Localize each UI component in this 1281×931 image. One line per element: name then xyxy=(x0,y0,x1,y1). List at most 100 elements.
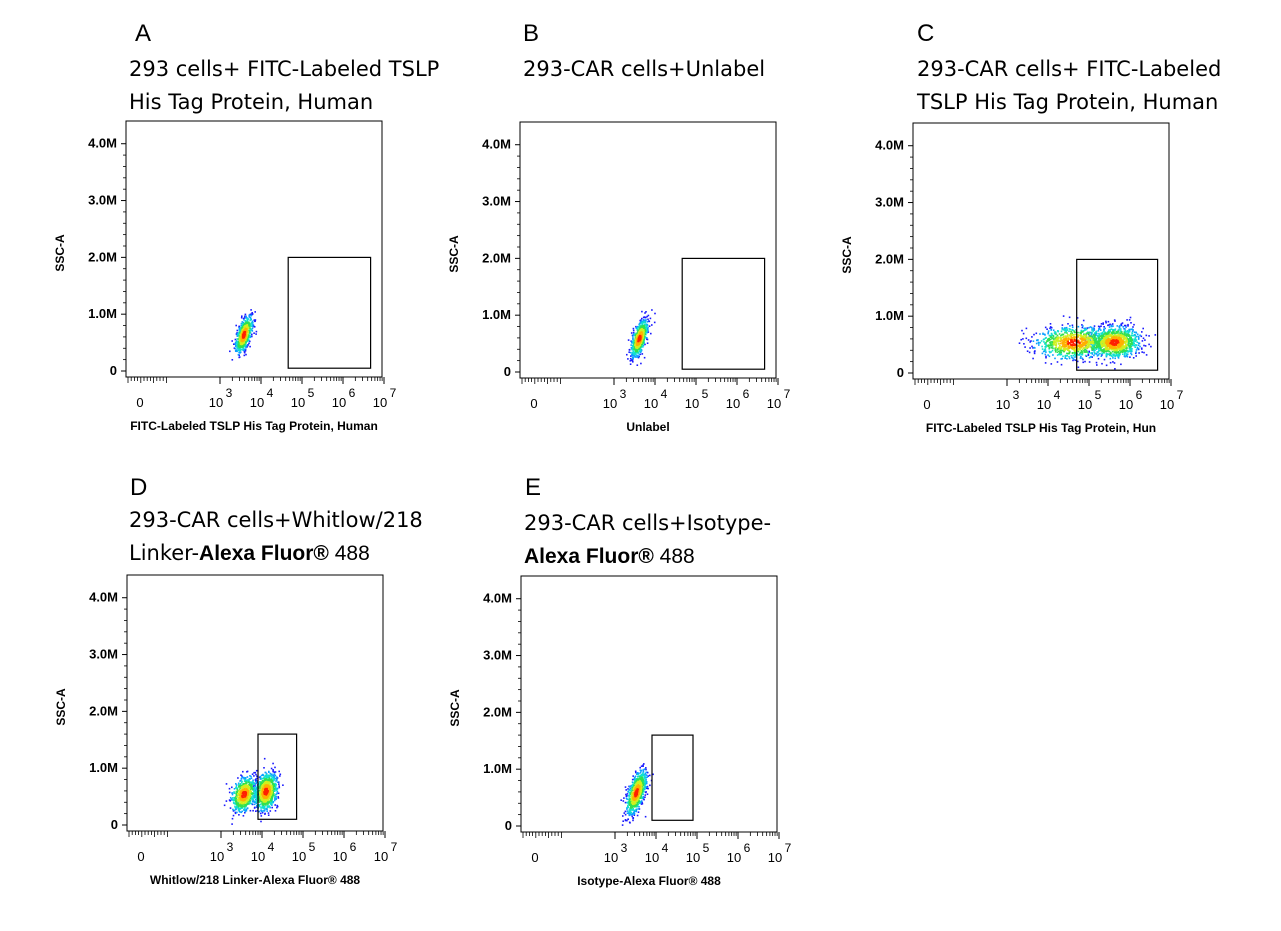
event-point xyxy=(1095,338,1097,340)
event-point xyxy=(1110,351,1112,354)
event-point xyxy=(245,346,247,349)
event-point xyxy=(639,324,641,326)
event-point xyxy=(632,329,635,332)
event-point xyxy=(243,328,246,330)
event-point xyxy=(1124,351,1127,353)
event-point xyxy=(251,321,254,324)
event-point xyxy=(1074,343,1076,346)
event-point xyxy=(273,799,276,802)
event-point xyxy=(1018,342,1021,344)
event-point xyxy=(251,313,253,316)
event-point xyxy=(245,317,247,319)
event-point xyxy=(1050,332,1053,335)
event-point xyxy=(1109,323,1111,326)
event-point xyxy=(1088,356,1091,359)
event-point xyxy=(1125,339,1127,342)
event-point xyxy=(644,332,647,334)
event-point xyxy=(233,792,236,794)
event-point xyxy=(1042,350,1045,353)
event-point xyxy=(243,319,245,321)
event-point xyxy=(1088,326,1090,329)
event-point xyxy=(1097,357,1100,360)
event-point xyxy=(258,810,261,813)
event-point xyxy=(1121,322,1124,324)
event-point xyxy=(245,353,247,356)
event-point xyxy=(1131,342,1134,344)
event-point xyxy=(254,320,256,323)
event-point xyxy=(1029,341,1031,343)
event-point xyxy=(1082,361,1084,364)
event-point xyxy=(255,769,258,772)
event-point xyxy=(1049,341,1051,344)
event-point xyxy=(231,823,233,825)
event-point xyxy=(632,346,634,348)
event-point xyxy=(1125,335,1128,337)
event-point xyxy=(630,332,633,334)
event-point xyxy=(1053,340,1056,342)
event-point xyxy=(1137,347,1140,350)
event-point xyxy=(648,325,651,327)
event-point xyxy=(1135,332,1138,334)
event-point xyxy=(1104,350,1106,352)
event-point xyxy=(1056,354,1059,356)
event-point xyxy=(1101,331,1104,334)
event-point xyxy=(1123,353,1126,355)
event-point xyxy=(1069,328,1071,331)
event-point xyxy=(1080,350,1083,352)
event-point xyxy=(234,811,237,814)
event-point xyxy=(637,356,640,359)
event-point xyxy=(1120,331,1123,333)
event-point xyxy=(1119,325,1121,327)
event-point xyxy=(1071,334,1073,336)
x-tick-exponent: 5 xyxy=(308,386,315,400)
event-point xyxy=(1035,332,1038,335)
event-point xyxy=(1130,348,1133,350)
y-tick-label: 4.0M xyxy=(88,136,117,151)
event-point xyxy=(1085,334,1087,337)
event-point xyxy=(1126,319,1128,321)
event-point xyxy=(644,343,646,346)
event-point xyxy=(273,790,276,792)
event-point xyxy=(632,347,635,350)
event-point xyxy=(1044,334,1046,336)
event-point xyxy=(1082,319,1085,322)
event-point xyxy=(644,327,647,329)
event-point xyxy=(249,329,251,332)
event-point xyxy=(238,356,241,358)
event-point xyxy=(1103,329,1105,331)
y-tick-label: 1.0M xyxy=(875,308,904,323)
event-point xyxy=(639,353,642,356)
event-point xyxy=(1064,336,1067,339)
event-point xyxy=(1144,339,1146,341)
event-point xyxy=(254,785,257,788)
event-point xyxy=(646,331,648,334)
panel-title-line-1: 293-CAR cells+Unlabel xyxy=(523,57,766,81)
event-point xyxy=(243,808,245,811)
event-point xyxy=(636,364,639,366)
event-point xyxy=(229,350,231,353)
event-point xyxy=(251,333,253,336)
event-point xyxy=(1077,331,1079,334)
event-point xyxy=(1073,348,1076,350)
events xyxy=(626,309,656,366)
event-point xyxy=(1085,328,1088,331)
event-point xyxy=(1047,330,1050,332)
event-point xyxy=(1082,358,1084,361)
event-point xyxy=(1098,328,1100,330)
event-point xyxy=(1072,348,1075,351)
event-point xyxy=(1054,357,1056,360)
event-point xyxy=(1112,341,1115,344)
event-point xyxy=(237,353,240,356)
event-point xyxy=(231,340,233,342)
event-point xyxy=(1143,351,1145,354)
y-tick-label: 2.0M xyxy=(88,249,117,264)
event-point xyxy=(643,319,645,322)
event-point xyxy=(1122,347,1125,349)
event-point xyxy=(246,333,249,336)
event-point xyxy=(1148,335,1150,337)
event-point xyxy=(244,315,246,318)
event-point xyxy=(643,335,646,338)
event-point xyxy=(1135,355,1137,357)
event-point xyxy=(1044,326,1047,329)
